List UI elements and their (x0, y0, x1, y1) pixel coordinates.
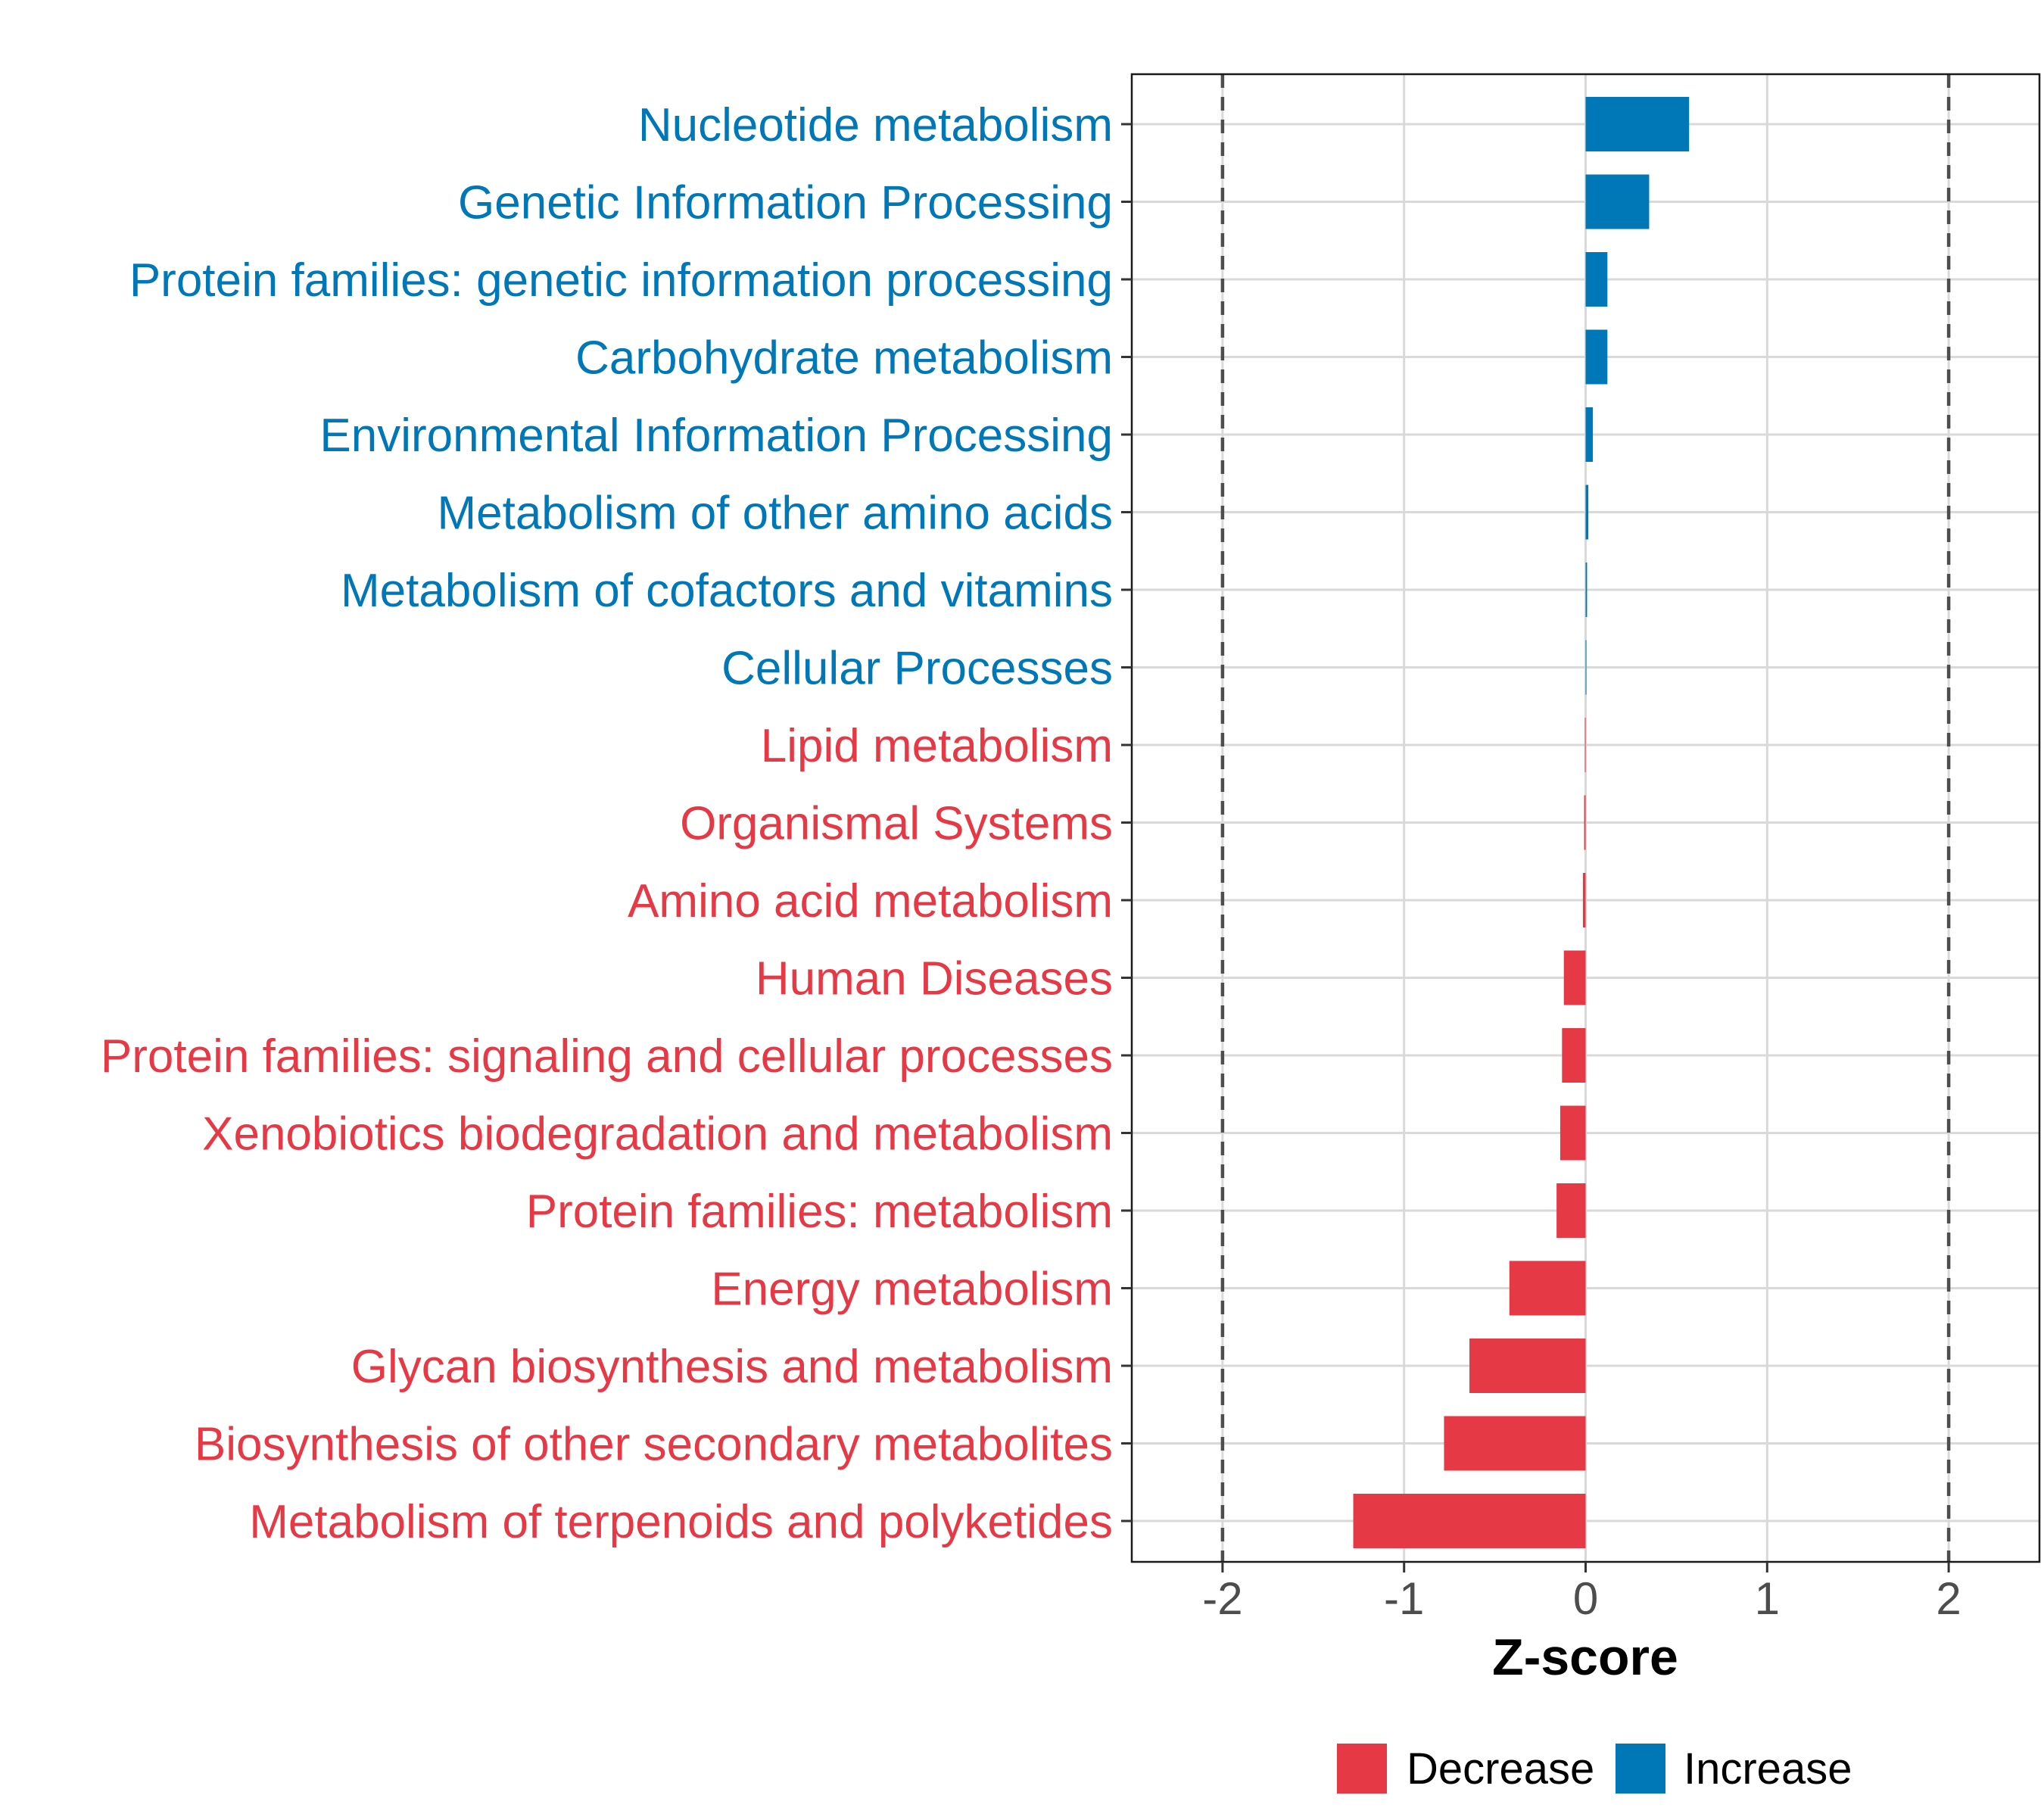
x-tick-label: 0 (1573, 1573, 1598, 1624)
x-tick-label: -1 (1384, 1573, 1424, 1624)
legend: Decrease Increase (1337, 1744, 1852, 1794)
bar (1585, 407, 1594, 462)
category-label: Xenobiotics biodegradation and metabolis… (202, 1108, 1113, 1161)
bar (1353, 1494, 1586, 1548)
x-axis-ticks: -2 -1 0 1 2 (1202, 1562, 1961, 1624)
category-label: Metabolism of terpenoids and polyketides (249, 1496, 1113, 1548)
bar (1469, 1339, 1586, 1393)
legend-swatch-increase (1616, 1744, 1665, 1794)
x-tick-label: 1 (1755, 1573, 1780, 1624)
y-axis-ticks (1121, 123, 1132, 1522)
x-tick-label: -2 (1202, 1573, 1242, 1624)
bar (1585, 329, 1608, 385)
bar (1585, 640, 1587, 695)
bar (1559, 1105, 1586, 1161)
category-labels: Nucleotide metabolism Genetic Information… (101, 99, 1113, 1548)
category-label: Glycan biosynthesis and metabolism (351, 1341, 1113, 1393)
category-label: Protein families: signaling and cellular… (101, 1030, 1113, 1083)
bar (1556, 1183, 1586, 1238)
category-label: Protein families: metabolism (526, 1186, 1113, 1238)
category-label: Genetic Information Processing (458, 177, 1113, 229)
bar (1444, 1416, 1586, 1471)
bars (1353, 97, 1690, 1548)
bar (1585, 174, 1650, 229)
x-axis-title: Z-score (1492, 1628, 1678, 1686)
category-label: Energy metabolism (711, 1264, 1113, 1316)
bar (1563, 950, 1586, 1005)
category-label: Biosynthesis of other secondary metaboli… (195, 1419, 1113, 1471)
category-label: Environmental Information Processing (319, 410, 1113, 462)
bar (1584, 718, 1586, 772)
category-label: Nucleotide metabolism (638, 99, 1113, 151)
bar (1585, 252, 1608, 307)
bar (1509, 1261, 1586, 1316)
category-label: Human Diseases (756, 953, 1113, 1005)
category-label: Metabolism of other amino acids (437, 488, 1113, 540)
x-tick-label: 2 (1936, 1573, 1961, 1624)
bar (1585, 97, 1690, 151)
bar (1584, 795, 1586, 850)
bar (1585, 485, 1589, 540)
category-label: Cellular Processes (721, 643, 1113, 695)
category-label: Metabolism of cofactors and vitamins (341, 565, 1113, 617)
category-label: Amino acid metabolism (628, 875, 1113, 927)
legend-label-increase: Increase (1684, 1744, 1852, 1794)
bar (1582, 873, 1586, 927)
legend-swatch-decrease (1337, 1744, 1387, 1794)
category-label: Carbohydrate metabolism (575, 332, 1113, 385)
legend-label-decrease: Decrease (1407, 1744, 1594, 1794)
category-label: Lipid metabolism (761, 720, 1113, 772)
bar (1585, 563, 1588, 617)
reference-lines (1220, 74, 1951, 1562)
bar (1562, 1028, 1586, 1083)
category-label: Organismal Systems (680, 798, 1113, 850)
category-label: Protein families: genetic information pr… (129, 254, 1113, 307)
